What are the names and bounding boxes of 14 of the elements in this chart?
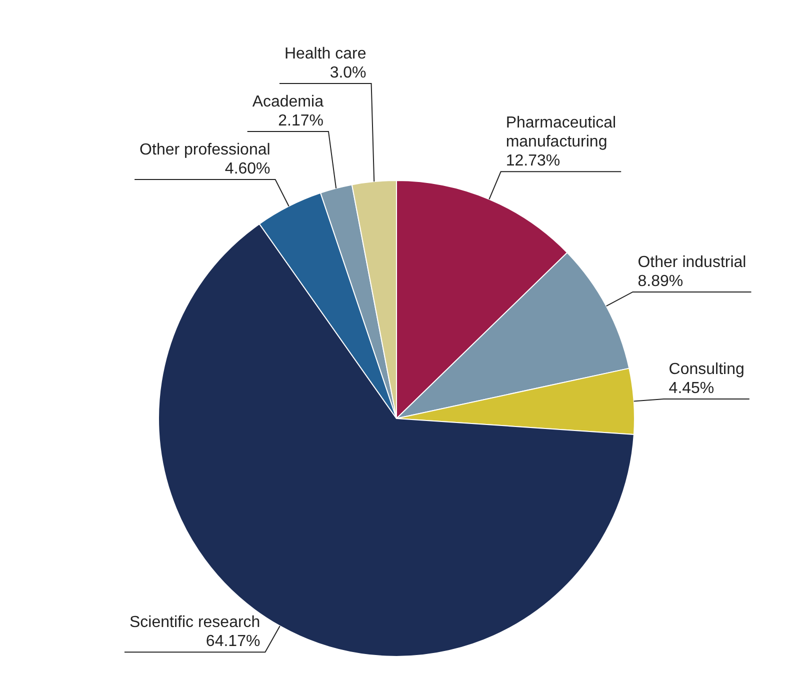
data-label: 4.45% — [668, 380, 714, 398]
data-label: 2.17% — [278, 112, 324, 130]
data-label: 3.0% — [330, 64, 366, 82]
slice-label: Other professional — [140, 141, 270, 158]
slice-label: Consulting — [668, 361, 744, 378]
slice-label: Academia — [252, 93, 324, 110]
slice-label: Scientific research — [129, 614, 260, 632]
data-label: 4.60% — [224, 160, 270, 178]
data-label: 64.17% — [206, 633, 260, 650]
slice-label: Pharmaceutical manufacturing — [506, 114, 616, 151]
data-label: 8.89% — [638, 272, 684, 290]
data-label: 12.73% — [506, 152, 560, 170]
slice-label: Other industrial — [638, 254, 746, 271]
slice-label: Health care — [284, 45, 366, 62]
